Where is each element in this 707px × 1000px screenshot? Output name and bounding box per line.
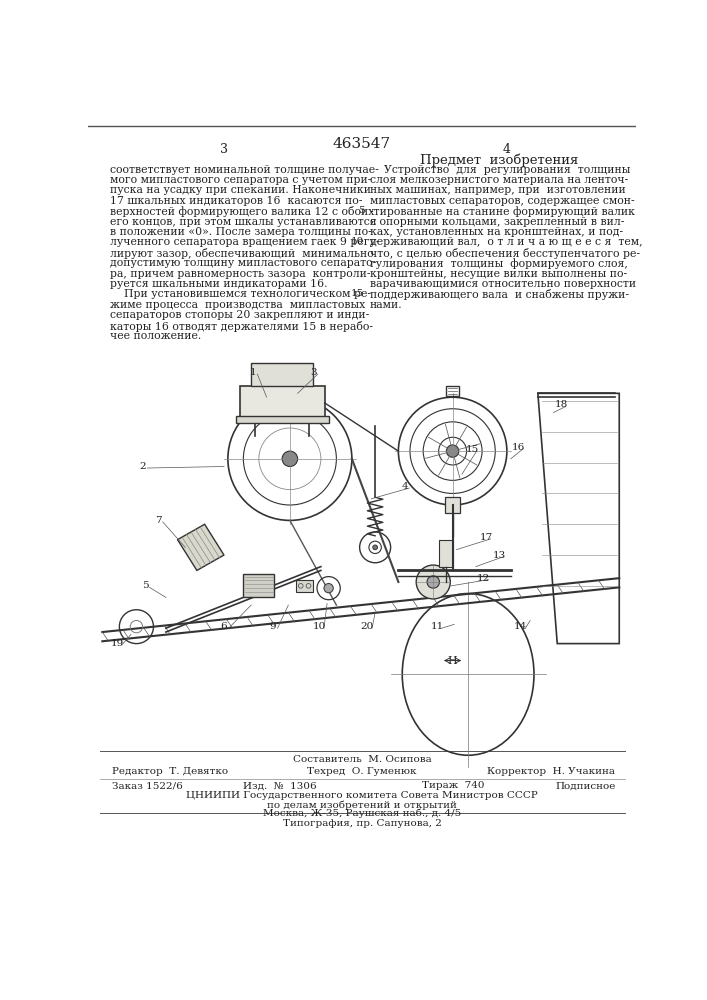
Text: держивающий вал,  о т л и ч а ю щ е е с я  тем,: держивающий вал, о т л и ч а ю щ е е с я… (370, 237, 643, 247)
Text: сепараторов стопоры 20 закрепляют и инди-: сепараторов стопоры 20 закрепляют и инди… (110, 310, 369, 320)
Text: Составитель  М. Осипова: Составитель М. Осипова (293, 755, 431, 764)
Text: лируют зазор, обеспечивающий  минимально: лируют зазор, обеспечивающий минимально (110, 248, 374, 259)
Text: 3: 3 (310, 368, 317, 377)
Text: с опорными кольцами, закрепленный в вил-: с опорными кольцами, закрепленный в вил- (370, 217, 624, 227)
Circle shape (427, 576, 440, 588)
Text: 4: 4 (503, 143, 511, 156)
Text: H: H (448, 656, 457, 666)
Circle shape (416, 565, 450, 599)
Bar (445, 497, 460, 513)
Text: 7: 7 (155, 516, 161, 525)
Bar (446, 386, 459, 396)
Bar (438, 540, 452, 567)
Text: верхностей формирующего валика 12 с обоих: верхностей формирующего валика 12 с обои… (110, 206, 375, 217)
Text: 11: 11 (431, 622, 444, 631)
Text: 3: 3 (220, 143, 228, 156)
Text: 463547: 463547 (333, 137, 391, 151)
Text: ра, причем равномерность зазора  контроли-: ра, причем равномерность зазора контроли… (110, 269, 370, 279)
Text: 15: 15 (351, 289, 364, 298)
Text: руется шкальными индикаторами 16.: руется шкальными индикаторами 16. (110, 279, 327, 289)
Text: соответствует номинальной толщине получае-: соответствует номинальной толщине получа… (110, 165, 379, 175)
Circle shape (373, 545, 378, 550)
Text: Заказ 1522/6: Заказ 1522/6 (112, 781, 182, 790)
Circle shape (446, 445, 459, 457)
Text: При установившемся технологическом ре-: При установившемся технологическом ре- (110, 289, 371, 299)
Text: Москва, Ж-35, Раушская наб., д. 4/5: Москва, Ж-35, Раушская наб., д. 4/5 (263, 808, 461, 818)
Bar (296, 580, 313, 592)
Text: 5: 5 (141, 581, 148, 590)
Text: -тированные на станине формирующий валик: -тированные на станине формирующий валик (370, 206, 635, 217)
Text: Типография, пр. Сапунова, 2: Типография, пр. Сапунова, 2 (283, 819, 441, 828)
Text: нами.: нами. (370, 300, 402, 310)
Text: 10: 10 (351, 237, 364, 246)
Text: 17: 17 (479, 533, 493, 542)
Text: 6: 6 (221, 622, 228, 631)
Text: лученного сепаратора вращением гаек 9 регу-: лученного сепаратора вращением гаек 9 ре… (110, 237, 380, 247)
Text: жиме процесса  производства  мипластовых: жиме процесса производства мипластовых (110, 300, 366, 310)
Text: 1: 1 (250, 368, 256, 377)
Text: что, с целью обеспечения бесступенчатого ре-: что, с целью обеспечения бесступенчатого… (370, 248, 640, 259)
Text: поддерживающего вала  и снабжены пружи-: поддерживающего вала и снабжены пружи- (370, 289, 629, 300)
Text: по делам изобретений и открытий: по делам изобретений и открытий (267, 801, 457, 810)
Text: 9: 9 (269, 622, 276, 631)
Text: 16: 16 (512, 443, 525, 452)
Text: 10: 10 (312, 622, 326, 631)
Text: ных машинах, например, при  изготовлении: ных машинах, например, при изготовлении (370, 185, 626, 195)
Text: Изд.  №  1306: Изд. № 1306 (243, 781, 317, 790)
Bar (243, 574, 274, 597)
Text: в положении «0». После замера толщины по-: в положении «0». После замера толщины по… (110, 227, 372, 237)
Bar (251, 363, 313, 386)
Text: чее положение.: чее положение. (110, 331, 201, 341)
Bar (240, 386, 325, 420)
Text: каторы 16 отводят держателями 15 в нерабо-: каторы 16 отводят держателями 15 в нераб… (110, 321, 373, 332)
Bar (235, 416, 329, 423)
Text: ЦНИИПИ Государственного комитета Совета Министров СССР: ЦНИИПИ Государственного комитета Совета … (186, 791, 538, 800)
Text: 2: 2 (139, 462, 146, 471)
Polygon shape (177, 524, 224, 570)
Text: гулирования  толщины  формируемого слоя,: гулирования толщины формируемого слоя, (370, 258, 628, 269)
Text: 14: 14 (514, 622, 527, 631)
Text: кронштейны, несущие вилки выполнены по-: кронштейны, несущие вилки выполнены по- (370, 269, 627, 279)
Text: его концов, при этом шкалы устанавливаются: его концов, при этом шкалы устанавливают… (110, 217, 377, 227)
Text: 15: 15 (465, 445, 479, 454)
Text: Техред  О. Гуменюк: Техред О. Гуменюк (308, 767, 416, 776)
Circle shape (324, 584, 333, 593)
Text: 5: 5 (358, 206, 364, 215)
Text: 4: 4 (402, 482, 408, 491)
Text: 17 шкальных индикаторов 16  касаются по-: 17 шкальных индикаторов 16 касаются по- (110, 196, 363, 206)
Text: допустимую толщину мипластового сепарато-: допустимую толщину мипластового сепарато… (110, 258, 376, 268)
Text: ках, установленных на кронштейнах, и под-: ках, установленных на кронштейнах, и под… (370, 227, 623, 237)
Text: 20: 20 (361, 622, 374, 631)
Text: Редактор  Т. Девятко: Редактор Т. Девятко (112, 767, 228, 776)
Text: мого мипластового сепаратора с учетом при-: мого мипластового сепаратора с учетом пр… (110, 175, 371, 185)
Text: варачивающимися относительно поверхности: варачивающимися относительно поверхности (370, 279, 636, 289)
Circle shape (282, 451, 298, 466)
Text: Предмет  изобретения: Предмет изобретения (420, 154, 578, 167)
Text: слоя мелкозернистого материала на ленточ-: слоя мелкозернистого материала на ленточ… (370, 175, 628, 185)
Text: 13: 13 (493, 551, 506, 560)
Text: Корректор  Н. Учакина: Корректор Н. Учакина (487, 767, 615, 776)
Text: Тираж  740: Тираж 740 (421, 781, 484, 790)
Text: 12: 12 (477, 574, 490, 583)
Text: Устройство  для  регулирования  толщины: Устройство для регулирования толщины (370, 165, 630, 175)
Text: Подписное: Подписное (555, 781, 615, 790)
Text: 19: 19 (110, 639, 124, 648)
Text: 18: 18 (554, 400, 568, 409)
Text: мипластовых сепараторов, содержащее смон-: мипластовых сепараторов, содержащее смон… (370, 196, 634, 206)
Text: пуска на усадку при спекании. Наконечники: пуска на усадку при спекании. Наконечник… (110, 185, 371, 195)
